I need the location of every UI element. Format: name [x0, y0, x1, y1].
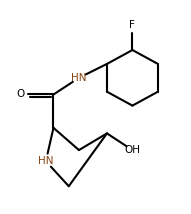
Text: HN: HN [71, 73, 87, 83]
Text: HN: HN [38, 156, 54, 166]
Text: O: O [16, 89, 24, 100]
Text: F: F [129, 20, 135, 30]
Text: OH: OH [124, 145, 140, 155]
